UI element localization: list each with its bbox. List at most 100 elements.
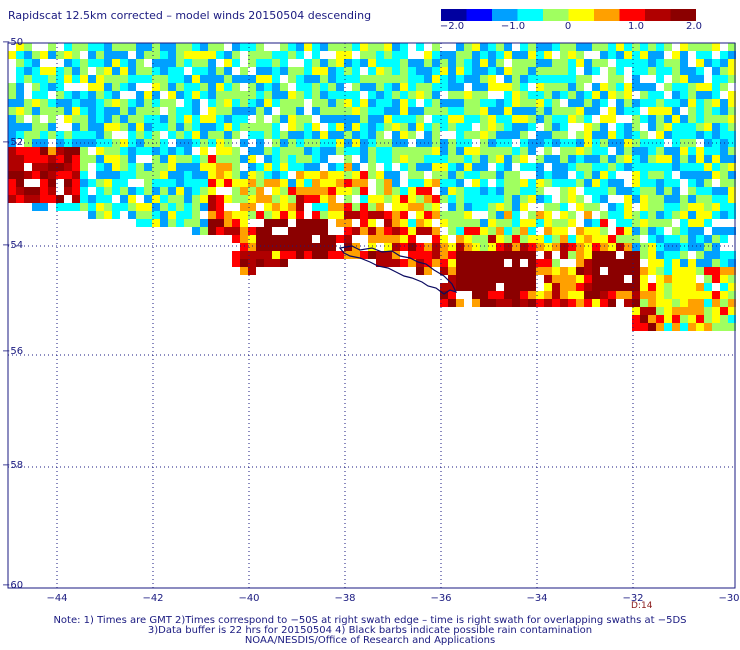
wind-cell	[704, 91, 712, 99]
wind-cell	[408, 83, 416, 91]
wind-cell	[240, 195, 248, 203]
wind-cell	[632, 267, 640, 275]
wind-cell	[488, 251, 496, 259]
wind-cell	[504, 251, 512, 259]
wind-cell	[288, 195, 296, 203]
wind-cell	[232, 75, 240, 83]
wind-cell	[136, 75, 144, 83]
wind-cell	[320, 203, 328, 211]
wind-cell	[464, 131, 472, 139]
wind-cell	[600, 83, 608, 91]
wind-cell	[712, 59, 720, 67]
wind-cell	[64, 163, 72, 171]
wind-cell	[200, 147, 208, 155]
wind-cell	[680, 51, 688, 59]
wind-cell	[504, 51, 512, 59]
wind-cell	[248, 267, 256, 275]
wind-cell	[584, 299, 592, 307]
wind-cell	[240, 219, 248, 227]
wind-cell	[520, 291, 528, 299]
wind-cell	[432, 203, 440, 211]
wind-cell	[496, 171, 504, 179]
wind-cell	[112, 163, 120, 171]
wind-cell	[496, 227, 504, 235]
wind-cell	[456, 43, 464, 51]
wind-cell	[472, 75, 480, 83]
wind-cell	[264, 99, 272, 107]
wind-cell	[264, 147, 272, 155]
wind-cell	[456, 267, 464, 275]
wind-cell	[336, 163, 344, 171]
wind-cell	[408, 251, 416, 259]
wind-cell	[128, 83, 136, 91]
wind-cell	[560, 147, 568, 155]
wind-cell	[280, 115, 288, 123]
wind-cell	[672, 155, 680, 163]
wind-cell	[680, 147, 688, 155]
wind-cell	[184, 91, 192, 99]
wind-cell	[256, 51, 264, 59]
wind-cell	[144, 43, 152, 51]
wind-cell	[64, 51, 72, 59]
wind-cell	[112, 115, 120, 123]
wind-cell	[480, 267, 488, 275]
wind-cell	[640, 179, 648, 187]
wind-cell	[264, 75, 272, 83]
wind-cell	[128, 107, 136, 115]
wind-cell	[336, 83, 344, 91]
wind-cell	[448, 243, 456, 251]
wind-cell	[312, 51, 320, 59]
wind-cell	[680, 251, 688, 259]
wind-cell	[56, 163, 64, 171]
wind-cell	[512, 187, 520, 195]
wind-cell	[568, 147, 576, 155]
wind-cell	[208, 91, 216, 99]
wind-cell	[512, 123, 520, 131]
wind-cell	[400, 243, 408, 251]
wind-cell	[232, 235, 240, 243]
wind-cell	[656, 123, 664, 131]
wind-cell	[600, 43, 608, 51]
wind-cell	[200, 179, 208, 187]
wind-cell	[448, 195, 456, 203]
wind-cell	[256, 43, 264, 51]
wind-cell	[80, 75, 88, 83]
wind-cell	[240, 107, 248, 115]
wind-cell	[632, 115, 640, 123]
wind-cell	[96, 107, 104, 115]
wind-cell	[32, 187, 40, 195]
wind-cell	[152, 99, 160, 107]
wind-cell	[152, 107, 160, 115]
wind-cell	[280, 43, 288, 51]
wind-cell	[280, 147, 288, 155]
wind-cell	[576, 259, 584, 267]
wind-cell	[176, 83, 184, 91]
wind-cell	[200, 203, 208, 211]
wind-cell	[544, 275, 552, 283]
wind-cell	[368, 235, 376, 243]
wind-cell	[472, 163, 480, 171]
wind-cell	[368, 219, 376, 227]
wind-cell	[72, 99, 80, 107]
wind-cell	[672, 99, 680, 107]
wind-cell	[632, 43, 640, 51]
wind-cell	[640, 211, 648, 219]
wind-cell	[272, 259, 280, 267]
wind-cell	[600, 235, 608, 243]
wind-cell	[256, 107, 264, 115]
wind-cell	[552, 235, 560, 243]
wind-cell	[720, 187, 728, 195]
wind-cell	[720, 267, 728, 275]
wind-cell	[200, 171, 208, 179]
wind-cell	[40, 131, 48, 139]
wind-cell	[600, 91, 608, 99]
wind-cell	[656, 315, 664, 323]
wind-cell	[272, 67, 280, 75]
wind-cell	[360, 187, 368, 195]
wind-cell	[656, 203, 664, 211]
wind-cell	[336, 107, 344, 115]
wind-cell	[448, 171, 456, 179]
wind-cell	[576, 99, 584, 107]
wind-cell	[248, 243, 256, 251]
wind-cell	[528, 59, 536, 67]
